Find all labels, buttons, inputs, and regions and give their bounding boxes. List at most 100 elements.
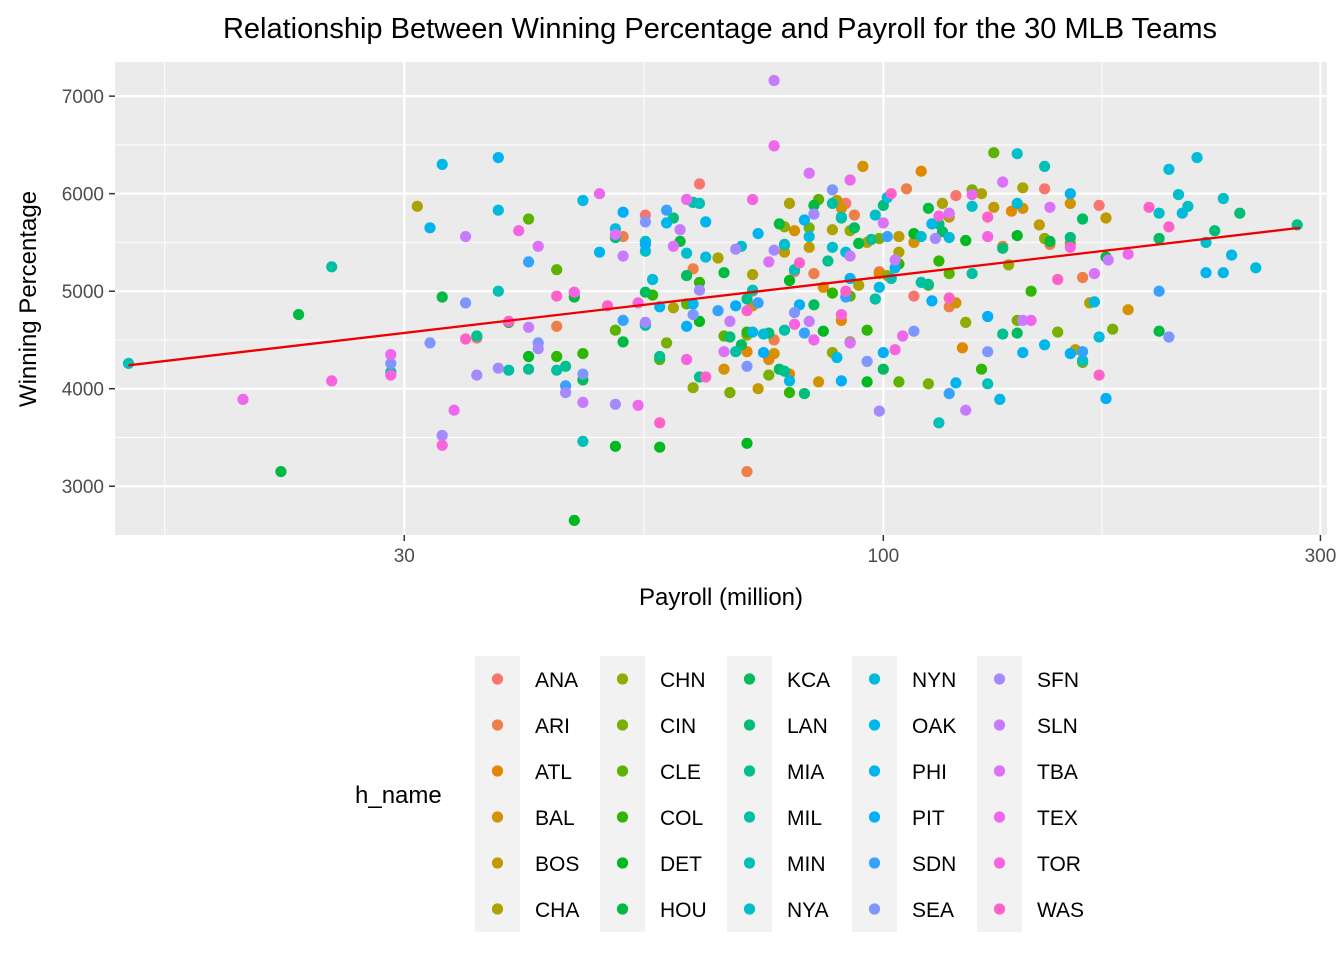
data-point-was [551, 290, 563, 302]
legend-label-oak: OAK [912, 715, 956, 738]
data-point-det [817, 325, 829, 337]
data-point-ana [908, 290, 920, 302]
data-point-cle [988, 147, 1000, 159]
legend-label-nya: NYA [787, 899, 829, 922]
legend-key-dot [616, 765, 629, 777]
data-point-phi [593, 246, 606, 258]
data-point-lan [798, 388, 811, 400]
data-point-hou [293, 309, 305, 321]
data-point-hou [773, 218, 785, 230]
data-point-tor [681, 353, 693, 366]
data-point-sdn [1077, 346, 1089, 358]
data-point-bos [1033, 219, 1045, 231]
data-point-min [933, 417, 945, 429]
data-point-nyn [1191, 152, 1203, 164]
data-point-nya [869, 209, 881, 221]
data-point-det [960, 234, 972, 247]
data-point-kca [808, 299, 820, 311]
data-point-det [1011, 230, 1023, 242]
data-point-tba [667, 240, 680, 252]
data-point-oak [994, 393, 1006, 405]
data-point-mia [471, 330, 483, 342]
legend-key-dot [616, 857, 629, 869]
data-point-tor [436, 439, 448, 451]
data-point-tex [966, 189, 978, 201]
data-point-atl [1005, 205, 1018, 217]
legend-key-dot [868, 719, 881, 731]
data-point-cin [763, 369, 775, 381]
legend-label-tex: TEX [1037, 807, 1078, 830]
data-point-tex [237, 393, 249, 405]
legend-label-cha: CHA [535, 899, 579, 922]
data-point-hou [853, 237, 865, 249]
legend-key-dot [491, 719, 504, 731]
data-point-kca [1011, 327, 1023, 339]
data-point-min [747, 284, 759, 296]
data-point-mia [654, 350, 666, 363]
data-point-hou [1153, 325, 1165, 337]
data-point-tex [1122, 248, 1134, 260]
legend-label-pit: PIT [912, 807, 945, 830]
data-point-oak [661, 217, 673, 229]
data-point-nyn [1093, 331, 1105, 343]
legend-key-dot [491, 811, 504, 823]
data-point-cin [724, 387, 736, 399]
legend-key-dot [616, 673, 629, 685]
data-point-was [793, 257, 806, 269]
data-point-sln [460, 231, 472, 243]
data-point-nya [1153, 207, 1165, 219]
data-point-cha [667, 302, 680, 314]
data-point-pit [877, 347, 889, 359]
data-point-was [1143, 201, 1155, 213]
data-point-bal [857, 160, 869, 172]
data-point-col [826, 287, 839, 299]
data-point-tex [808, 334, 820, 346]
data-point-tba [997, 176, 1009, 188]
data-point-bos [803, 241, 815, 253]
legend-label-ana: ANA [535, 669, 578, 692]
data-point-sea [460, 297, 472, 309]
data-point-was [1093, 369, 1105, 381]
data-point-lan [1064, 231, 1076, 244]
legend-key-dot [743, 811, 756, 823]
data-point-oak [687, 298, 699, 310]
data-point-sfn [471, 369, 483, 381]
data-point-was [1052, 273, 1064, 286]
data-point-mil [826, 197, 839, 209]
data-point-ari [808, 268, 820, 280]
data-point-pit [1100, 392, 1112, 405]
data-point-lan [1209, 225, 1221, 237]
legend-label-sea: SEA [912, 899, 954, 922]
data-point-nya [778, 238, 791, 250]
y-tick-label: 5000 [62, 282, 104, 303]
data-point-mia [822, 255, 834, 267]
data-point-kca [1077, 213, 1089, 225]
legend: ANA ARI ATL BAL BOS CHA CHN CIN CLE COL DET HOU KCA L… [475, 656, 1084, 932]
x-tick-label: 300 [1305, 546, 1337, 567]
data-point-cha [411, 200, 423, 212]
data-point-sln [768, 74, 780, 87]
data-point-sea [1163, 331, 1175, 343]
data-point-sln [617, 250, 629, 262]
legend-key-dot [868, 811, 881, 823]
data-point-cha [975, 188, 988, 200]
legend-key-dot [993, 719, 1006, 731]
legend-label-atl: ATL [535, 761, 572, 784]
y-tick-label: 6000 [62, 185, 104, 206]
legend-key-dot [993, 811, 1006, 823]
legend-key-dot [868, 673, 881, 685]
data-point-bal [813, 376, 825, 388]
data-point-sln [1017, 314, 1029, 326]
y-axis-title: Winning Percentage [15, 191, 42, 407]
data-point-oak [747, 326, 759, 338]
data-point-bal [788, 225, 801, 237]
data-point-phi [950, 377, 962, 389]
data-point-mil [915, 276, 927, 288]
data-point-sfn [532, 343, 544, 355]
data-point-tex [768, 140, 780, 152]
data-point-tba [1088, 268, 1100, 280]
data-point-tba [803, 167, 815, 179]
data-point-det [783, 274, 796, 287]
data-point-sfn [639, 316, 652, 328]
data-point-tor [1064, 241, 1076, 253]
